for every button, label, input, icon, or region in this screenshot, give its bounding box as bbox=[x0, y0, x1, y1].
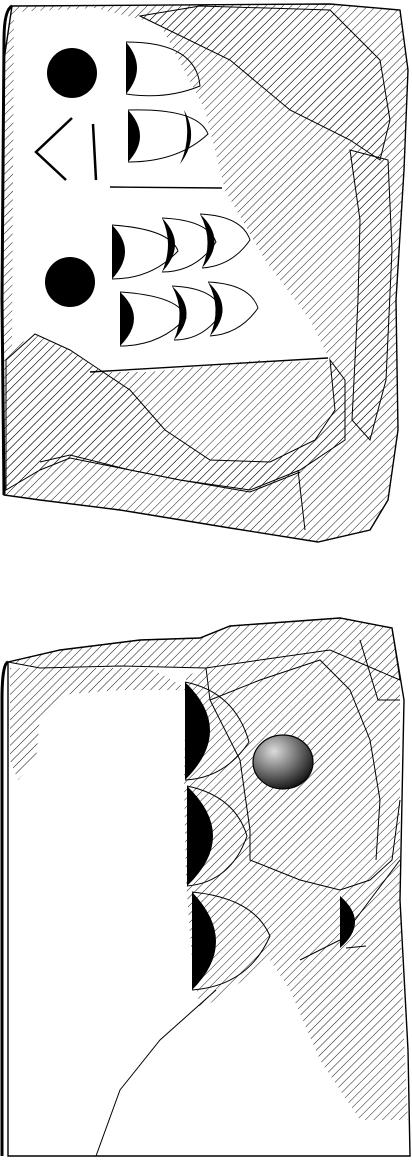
crescent-icon bbox=[184, 681, 250, 781]
crescent-icon bbox=[199, 213, 251, 269]
upper-slab-left-edge bbox=[0, 4, 13, 496]
upper-register-line-top bbox=[109, 186, 223, 189]
chevron-icon bbox=[34, 117, 73, 181]
crescent-icon bbox=[127, 109, 209, 163]
lower-tablet-fragment bbox=[0, 617, 411, 1157]
upper-rock-chunk-left bbox=[5, 333, 346, 491]
circle-mark-icon bbox=[45, 257, 95, 307]
lower-slab-left-edge bbox=[0, 660, 9, 1156]
lower-rock-mass-right bbox=[184, 650, 408, 1120]
upper-crack-line-2 bbox=[297, 469, 306, 531]
crescent-icon bbox=[186, 785, 248, 887]
lower-crack-line-2 bbox=[209, 659, 381, 861]
crescent-icon bbox=[207, 281, 259, 337]
pebble-icon bbox=[252, 734, 314, 790]
lower-rock-margin-left bbox=[10, 668, 190, 780]
lower-rock-band-top bbox=[7, 617, 401, 681]
lower-crack-line-4 bbox=[299, 859, 401, 961]
lower-crack-line-1 bbox=[205, 667, 401, 891]
stroke-mark bbox=[91, 123, 98, 181]
upper-rock-chunk-right bbox=[349, 149, 393, 442]
crescent-icon bbox=[111, 224, 179, 280]
crescent-icon bbox=[180, 110, 192, 164]
upper-tablet-fragment bbox=[0, 3, 409, 543]
crescent-icon bbox=[191, 891, 271, 991]
crescent-icon bbox=[125, 41, 201, 97]
lower-crack-line-5 bbox=[95, 989, 217, 1157]
upper-crack-line-1 bbox=[39, 454, 301, 493]
upper-rock-chunk-top bbox=[138, 5, 391, 161]
upper-register-line-bottom bbox=[89, 357, 329, 373]
crescent-icon bbox=[340, 896, 367, 949]
lower-crack-line-3 bbox=[359, 639, 400, 701]
circle-mark-icon bbox=[47, 48, 97, 98]
crescent-icon bbox=[161, 217, 217, 273]
